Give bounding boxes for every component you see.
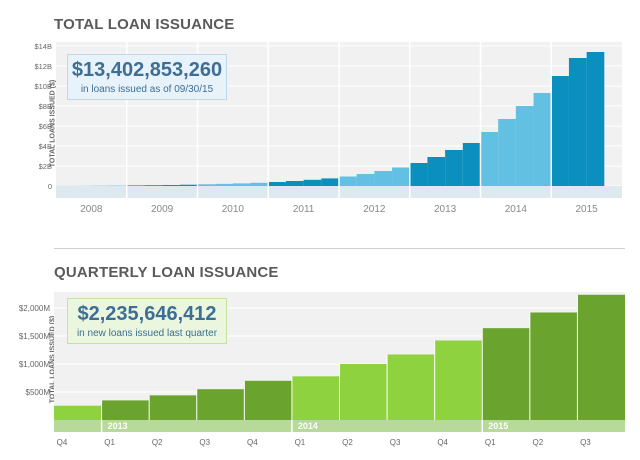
y-tick-label: $6B	[39, 122, 52, 131]
bar-2013-q4	[462, 143, 481, 186]
quarterly-loan-issuance-title: QUARTERLY LOAN ISSUANCE	[54, 264, 279, 281]
x-tick-label-Q1: Q1	[485, 438, 496, 447]
bar-Q4-0	[54, 405, 102, 420]
x-tick-label-2008: 2008	[80, 204, 103, 215]
y-tick-label: $14B	[34, 42, 52, 51]
y-tick-label: $500M	[26, 388, 51, 397]
bar-2009-q4	[179, 184, 198, 186]
total-loans-caption: in loans issued as of 09/30/15	[80, 84, 214, 95]
bar-2011-q2	[285, 181, 304, 186]
bar-2014-q4	[533, 93, 552, 186]
x-tick-label-2015: 2015	[576, 204, 599, 215]
x-tick-label-Q3: Q3	[199, 438, 210, 447]
total-loans-callout: $13,402,853,260 in loans issued as of 09…	[67, 54, 227, 100]
y-tick-label: $2,000M	[19, 304, 50, 313]
bar-2012-q1	[339, 176, 357, 186]
x-tick-label-Q3: Q3	[580, 438, 591, 447]
bar-Q4-8	[434, 340, 483, 420]
bar-2011-q3	[303, 179, 322, 186]
bar-2009-q3	[162, 185, 180, 186]
total-loans-value: $13,402,853,260	[71, 59, 223, 81]
x-tick-label-Q4: Q4	[57, 438, 68, 447]
bar-2009-q2	[144, 185, 163, 186]
bar-Q1-1	[101, 400, 150, 420]
bar-Q2-2	[149, 395, 197, 420]
bar-Q4-4	[244, 380, 292, 420]
bar-2010-q4	[250, 182, 269, 186]
y-tick-label: $8B	[39, 102, 52, 111]
bar-2014-q2	[498, 119, 516, 186]
y-tick-label: $12B	[34, 62, 52, 71]
bar-2014-q1	[480, 132, 499, 186]
year-band-label-2013: 2013	[108, 421, 128, 431]
y-tick-label: $1,000M	[19, 360, 50, 369]
bar-Q2-6	[339, 364, 388, 420]
year-band	[54, 420, 625, 432]
bar-2010-q2	[215, 183, 233, 186]
x-tick-label-Q1: Q1	[295, 438, 306, 447]
y-tick-label: 0	[48, 182, 52, 191]
year-band-label-2014: 2014	[298, 421, 318, 431]
bar-Q1-5	[291, 376, 340, 420]
year-band-label-2015: 2015	[488, 421, 508, 431]
x-tick-label-Q2: Q2	[532, 438, 543, 447]
bar-Q2-10	[529, 312, 578, 420]
bar-2009-q1	[126, 185, 145, 186]
bar-2011-q1	[268, 182, 286, 186]
y-tick-label: $4B	[39, 142, 52, 151]
x-tick-label-2012: 2012	[363, 204, 386, 215]
bar-2013-q1	[409, 163, 428, 186]
y-tick-label: $2B	[39, 162, 52, 171]
x-tick-label-Q4: Q4	[247, 438, 258, 447]
bar-2010-q3	[232, 183, 251, 186]
bar-Q1-9	[482, 328, 530, 420]
y-tick-label: $10B	[34, 82, 52, 91]
x-tick-label-2013: 2013	[434, 204, 457, 215]
bar-Q3-3	[196, 389, 245, 420]
section-divider	[54, 248, 625, 249]
x-tick-label-Q2: Q2	[152, 438, 163, 447]
y-tick-label: $1,500M	[19, 332, 50, 341]
bar-2011-q4	[321, 178, 339, 186]
x-tick-label-Q1: Q1	[104, 438, 115, 447]
total-loan-issuance-title: TOTAL LOAN ISSUANCE	[54, 16, 235, 33]
bar-2014-q3	[515, 106, 534, 186]
x-tick-label-2010: 2010	[222, 204, 245, 215]
x-tick-label-Q3: Q3	[390, 438, 401, 447]
bar-2013-q3	[445, 150, 463, 186]
bar-2013-q2	[427, 157, 446, 186]
x-tick-label-2011: 2011	[293, 204, 315, 215]
bar-2012-q2	[356, 174, 375, 186]
x-tick-label-2014: 2014	[505, 204, 528, 215]
x-tick-label-Q2: Q2	[342, 438, 353, 447]
bar-2010-q1	[197, 184, 216, 186]
x-tick-label-Q4: Q4	[437, 438, 448, 447]
quarterly-loans-callout: $2,235,646,412 in new loans issued last …	[67, 298, 227, 344]
quarterly-loans-caption: in new loans issued last quarter	[76, 328, 218, 339]
x-tick-label-2009: 2009	[151, 204, 174, 215]
bar-2012-q3	[374, 171, 393, 186]
bar-2015-q3	[586, 52, 605, 186]
bar-2015-q1	[551, 76, 569, 186]
bar-Q3-11	[577, 294, 625, 420]
bar-2012-q4	[392, 167, 410, 186]
bar-Q3-7	[387, 354, 435, 420]
bar-2015-q2	[568, 58, 587, 186]
quarterly-loans-value: $2,235,646,412	[77, 303, 217, 325]
